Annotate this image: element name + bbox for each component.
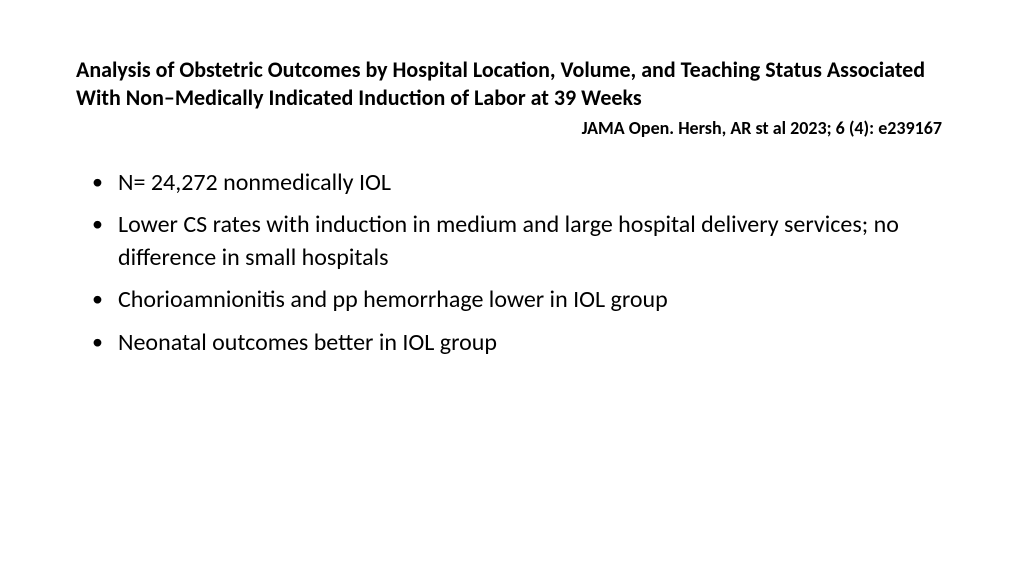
slide-citation: JAMA Open. Hersh, AR st al 2023; 6 (4): …: [76, 117, 948, 139]
slide-title: Analysis of Obstetric Outcomes by Hospit…: [76, 56, 948, 111]
list-item: N= 24,272 nonmedically IOL: [76, 167, 948, 199]
list-item: Lower CS rates with induction in medium …: [76, 209, 948, 274]
list-item: Neonatal outcomes better in IOL group: [76, 327, 948, 359]
bullet-list: N= 24,272 nonmedically IOL Lower CS rate…: [76, 167, 948, 359]
list-item: Chorioamnionitis and pp hemorrhage lower…: [76, 284, 948, 316]
